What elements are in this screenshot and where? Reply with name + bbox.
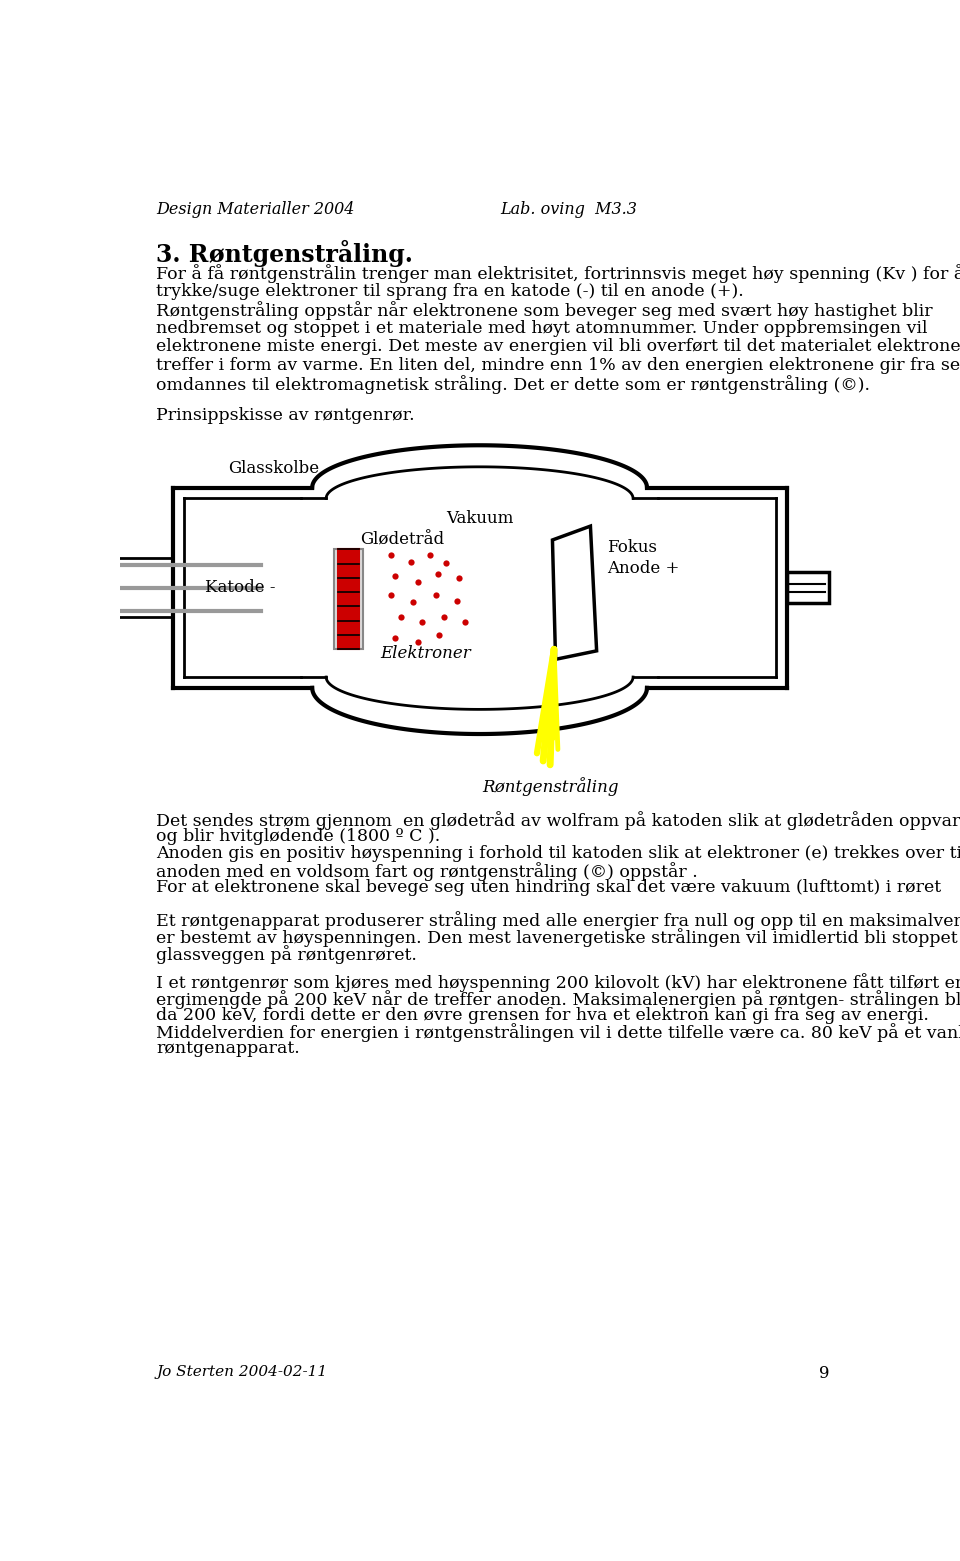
Text: I et røntgenrør som kjøres med høyspenning 200 kilovolt (kV) har elektronene fåt: I et røntgenrør som kjøres med høyspenni… <box>156 973 960 991</box>
Text: Middelverdien for energien i røntgenstrålingen vil i dette tilfelle være ca. 80 : Middelverdien for energien i røntgenstrå… <box>156 1024 960 1043</box>
Bar <box>334 549 363 649</box>
Text: Design Materialler 2004: Design Materialler 2004 <box>156 201 355 219</box>
Text: Elektroner: Elektroner <box>381 645 471 662</box>
Text: Vakuum: Vakuum <box>445 510 514 528</box>
Bar <box>338 549 359 649</box>
Text: Fokus: Fokus <box>607 539 657 556</box>
Text: ergimengde på 200 keV når de treffer anoden. Maksimalenergien på røntgen- stråli: ergimengde på 200 keV når de treffer ano… <box>156 990 960 1008</box>
Text: Jo Sterten 2004-02-11: Jo Sterten 2004-02-11 <box>156 1366 327 1380</box>
Text: da 200 keV, fordi dette er den øvre grensen for hva et elektron kan gi fra seg a: da 200 keV, fordi dette er den øvre gren… <box>156 1007 929 1024</box>
Text: For at elektronene skal bevege seg uten hindring skal det være vakuum (lufttomt): For at elektronene skal bevege seg uten … <box>156 879 942 896</box>
Bar <box>786 573 829 603</box>
Text: Anode +: Anode + <box>607 560 679 578</box>
Text: omdannes til elektromagnetisk stråling. Det er dette som er røntgenstråling (©).: omdannes til elektromagnetisk stråling. … <box>156 375 871 393</box>
Text: glassveggen på røntgenrøret.: glassveggen på røntgenrøret. <box>156 944 418 963</box>
Text: Katode -: Katode - <box>204 579 276 596</box>
Text: trykke/suge elektroner til sprang fra en katode (-) til en anode (+).: trykke/suge elektroner til sprang fra en… <box>156 283 744 300</box>
Text: Røntgenstråling: Røntgenstråling <box>482 777 618 796</box>
Text: nedbremset og stoppet i et materiale med høyt atomnummer. Under oppbremsingen vi: nedbremset og stoppet i et materiale med… <box>156 320 928 337</box>
Text: Røntgenstråling oppstår når elektronene som beveger seg med svært høy hastighet : Røntgenstråling oppstår når elektronene … <box>156 301 933 320</box>
Text: treffer i form av varme. En liten del, mindre enn 1% av den energien elektronene: treffer i form av varme. En liten del, m… <box>156 357 960 373</box>
Text: 3. Røntgenstråling.: 3. Røntgenstråling. <box>156 240 414 267</box>
Text: elektronene miste energi. Det meste av energien vil bli overført til det materia: elektronene miste energi. Det meste av e… <box>156 339 960 356</box>
Text: Et røntgenapparat produserer stråling med alle energier fra null og opp til en m: Et røntgenapparat produserer stråling me… <box>156 912 960 930</box>
Text: For å få røntgenstrålin trenger man elektrisitet, fortrinnsvis meget høy spennin: For å få røntgenstrålin trenger man elek… <box>156 264 960 283</box>
Text: Det sendes strøm gjennom  en glødetråd av wolfram på katoden slik at glødetråden: Det sendes strøm gjennom en glødetråd av… <box>156 812 960 830</box>
Text: er bestemt av høyspenningen. Den mest lavenergetiske strålingen vil imidlertid b: er bestemt av høyspenningen. Den mest la… <box>156 929 960 948</box>
Text: og blir hvitglødende (1800 º C ).: og blir hvitglødende (1800 º C ). <box>156 827 441 845</box>
Text: røntgenapparat.: røntgenapparat. <box>156 1041 300 1057</box>
Text: Glødetråd: Glødetråd <box>360 531 444 548</box>
Text: Glasskolbe: Glasskolbe <box>228 460 320 476</box>
Text: Prinsippskisse av røntgenrør.: Prinsippskisse av røntgenrør. <box>156 407 415 423</box>
Text: anoden med en voldsom fart og røntgenstråling (©) oppstår .: anoden med en voldsom fart og røntgenstr… <box>156 862 698 880</box>
Text: Lab. oving  M3.3: Lab. oving M3.3 <box>500 201 636 219</box>
Text: 9: 9 <box>819 1366 829 1383</box>
Polygon shape <box>552 526 596 659</box>
Text: Anoden gis en positiv høyspenning i forhold til katoden slik at elektroner (e) t: Anoden gis en positiv høyspenning i forh… <box>156 845 960 862</box>
